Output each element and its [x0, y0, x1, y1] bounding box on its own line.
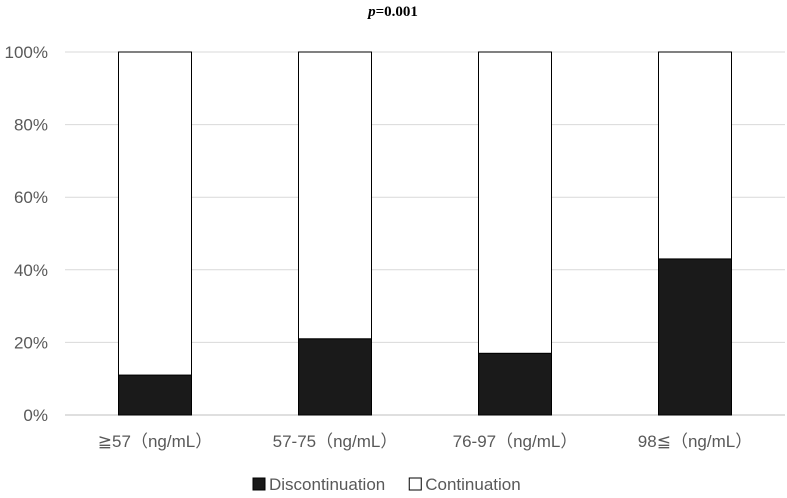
legend: Discontinuation Continuation: [252, 475, 521, 494]
legend-swatch-discontinuation: [252, 477, 266, 491]
bar-discontinuation: [658, 258, 732, 416]
bar-discontinuation: [478, 352, 552, 416]
y-tick-label: 100%: [5, 43, 48, 62]
x-category-label: 57-75（ng/mL）: [273, 432, 398, 451]
bars: [118, 51, 732, 416]
y-tick-label: 80%: [14, 116, 48, 135]
x-category-label: 98≦（ng/mL）: [638, 432, 752, 451]
y-tick-label: 20%: [14, 333, 48, 352]
bar-continuation: [298, 51, 372, 340]
bar-discontinuation: [298, 338, 372, 416]
title-p-symbol: p: [366, 4, 376, 20]
legend-label-discontinuation: Discontinuation: [269, 475, 385, 494]
y-axis-ticks: 0% 20% 40% 60% 80% 100%: [5, 43, 48, 425]
bar-continuation: [658, 51, 732, 260]
bar-continuation: [118, 51, 192, 376]
y-tick-label: 40%: [14, 261, 48, 280]
chart-title: p=0.001: [366, 4, 418, 20]
bar-continuation: [478, 51, 552, 354]
legend-swatch-continuation: [408, 477, 422, 491]
legend-label-continuation: Continuation: [425, 475, 520, 494]
y-tick-label: 0%: [23, 406, 48, 425]
x-axis-labels: ≧57（ng/mL） 57-75（ng/mL） 76-97（ng/mL） 98≦（ng…: [98, 432, 752, 451]
x-category-label: ≧57（ng/mL）: [98, 432, 212, 451]
bar-discontinuation: [118, 374, 192, 416]
title-p-value: =0.001: [376, 4, 418, 20]
x-category-label: 76-97（ng/mL）: [453, 432, 578, 451]
y-tick-label: 60%: [14, 188, 48, 207]
